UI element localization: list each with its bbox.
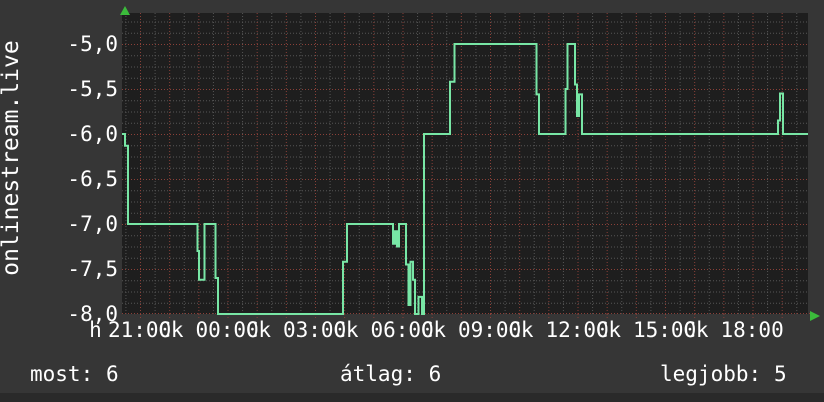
summary-legjobb-label: legjobb: [660, 362, 762, 386]
summary-atlag-value: 6 [428, 362, 442, 386]
summary-atlag: átlag: 6 [340, 361, 441, 387]
y-tick-label: -5,0 [67, 32, 118, 56]
x-tick-suffix: Ck [245, 318, 272, 342]
x-tick-suffix: Ck [508, 318, 534, 342]
summary-most: most: 6 [30, 361, 119, 387]
x-tick-label: 12:00Ck [546, 317, 622, 343]
vertical-axis-label: onlinestream.live [0, 40, 24, 276]
x-tick-time: 09:00 [458, 318, 522, 342]
x-tick-time: 00:00 [195, 318, 259, 342]
summary-legjobb: legjobb: 5 [660, 361, 787, 387]
y-tick-label: -8,0 [67, 302, 118, 326]
x-tick-suffix: Ck [158, 318, 184, 342]
y-tick-label: -7,5 [67, 257, 118, 281]
y-axis-arrow-icon [120, 6, 130, 15]
x-tick-suffix: Ck [683, 318, 709, 342]
x-tick-label: 06:00Ck [371, 317, 447, 343]
x-tick-suffix: Ck [595, 318, 622, 342]
x-tick-label: 15:00Ck [633, 317, 709, 343]
data-line [122, 43, 808, 315]
summary-most-label: most: [30, 362, 94, 386]
x-tick-time: 21:00 [108, 318, 172, 342]
y-tick-label: -5,5 [67, 77, 118, 101]
summary-legjobb-value: 5 [773, 362, 787, 386]
plot-area [122, 13, 808, 314]
x-tick-prefix-label: h [89, 318, 102, 342]
x-tick-suffix: Ck [333, 318, 359, 342]
x-tick-time: 18:00 [720, 318, 784, 342]
x-tick-label: 00:00Ck [196, 317, 272, 343]
x-tick-label: 21:00Ck [108, 317, 184, 343]
x-tick-time: 15:00 [633, 318, 697, 342]
y-tick-label: -6,5 [67, 167, 118, 191]
summary-most-value: 6 [106, 362, 119, 386]
x-tick-label: 03:00Ck [283, 317, 359, 343]
y-tick-label: -6,0 [67, 122, 118, 146]
x-tick-time: 12:00 [545, 318, 609, 342]
x-axis-arrow-icon [810, 311, 820, 321]
x-tick-label: 09:00Ck [458, 317, 534, 343]
x-tick-label: 18:00 [721, 317, 784, 343]
x-tick-suffix: Ck [420, 318, 447, 342]
x-tick-time: 06:00 [370, 318, 434, 342]
y-tick-label: -7,0 [67, 212, 118, 236]
summary-atlag-label: átlag: [340, 362, 416, 386]
x-tick-time: 03:00 [283, 318, 347, 342]
bottom-strip [0, 393, 824, 402]
